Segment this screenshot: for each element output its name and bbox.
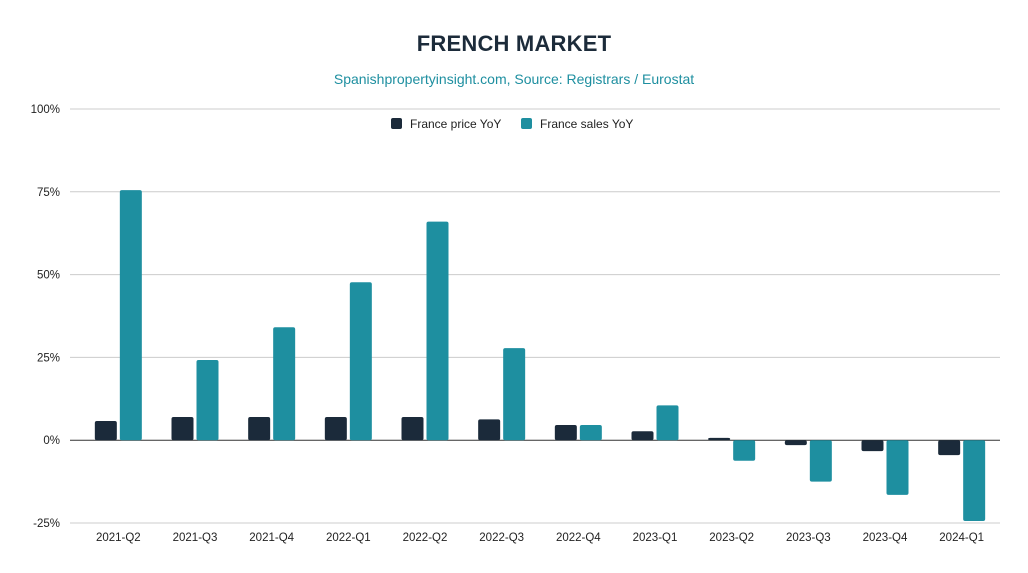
x-tick-label: 2023-Q4	[863, 532, 908, 544]
bar-sales-yoy	[963, 440, 986, 522]
bar-sales-yoy	[886, 440, 909, 495]
bar-price-yoy	[248, 417, 271, 441]
x-tick-label: 2022-Q4	[556, 532, 601, 544]
y-tick-label: 50%	[37, 270, 60, 282]
bar-price-yoy	[554, 424, 577, 441]
chart-title: FRENCH MARKET	[416, 31, 612, 56]
bar-price-yoy	[171, 417, 194, 441]
bar-price-yoy	[631, 431, 654, 441]
y-tick-label: 100%	[31, 104, 60, 116]
x-tick-label: 2023-Q3	[786, 532, 831, 544]
y-tick-label: 75%	[37, 187, 60, 199]
x-tick-label: 2023-Q1	[633, 532, 678, 544]
bar-price-yoy	[478, 419, 501, 441]
legend-label-price: France price YoY	[410, 117, 501, 131]
bar-price-yoy	[324, 417, 347, 441]
x-tick-label: 2021-Q3	[173, 532, 218, 544]
bar-price-yoy	[938, 440, 961, 456]
x-tick-label: 2021-Q2	[96, 532, 141, 544]
bar-price-yoy	[784, 440, 807, 446]
bar-sales-yoy	[579, 424, 602, 441]
bar-sales-yoy	[119, 190, 142, 441]
bar-sales-yoy	[733, 440, 756, 461]
legend-swatch-sales	[521, 118, 532, 129]
bar-price-yoy	[94, 420, 117, 441]
bar-sales-yoy	[503, 348, 526, 441]
legend-label-sales: France sales YoY	[540, 117, 633, 131]
bar-sales-yoy	[809, 440, 832, 482]
bar-sales-yoy	[196, 360, 219, 441]
x-tick-label: 2023-Q2	[709, 532, 754, 544]
bar-price-yoy	[401, 417, 424, 441]
bar-sales-yoy	[273, 327, 296, 441]
y-tick-label: 0%	[43, 435, 60, 447]
bar-sales-yoy	[426, 221, 449, 441]
legend-swatch-price	[391, 118, 402, 129]
y-tick-label: -25%	[33, 518, 60, 530]
bar-price-yoy	[708, 437, 731, 441]
y-tick-label: 25%	[37, 352, 60, 364]
x-tick-label: 2022-Q3	[479, 532, 524, 544]
bar-sales-yoy	[656, 405, 679, 441]
x-tick-label: 2022-Q2	[403, 532, 448, 544]
x-tick-label: 2021-Q4	[249, 532, 294, 544]
chart-subtitle: Spanishpropertyinsight.com, Source: Regi…	[333, 71, 695, 87]
x-tick-label: 2022-Q1	[326, 532, 371, 544]
x-tick-label: 2024-Q1	[939, 532, 984, 544]
bar-price-yoy	[861, 440, 884, 452]
bar-sales-yoy	[349, 282, 372, 441]
